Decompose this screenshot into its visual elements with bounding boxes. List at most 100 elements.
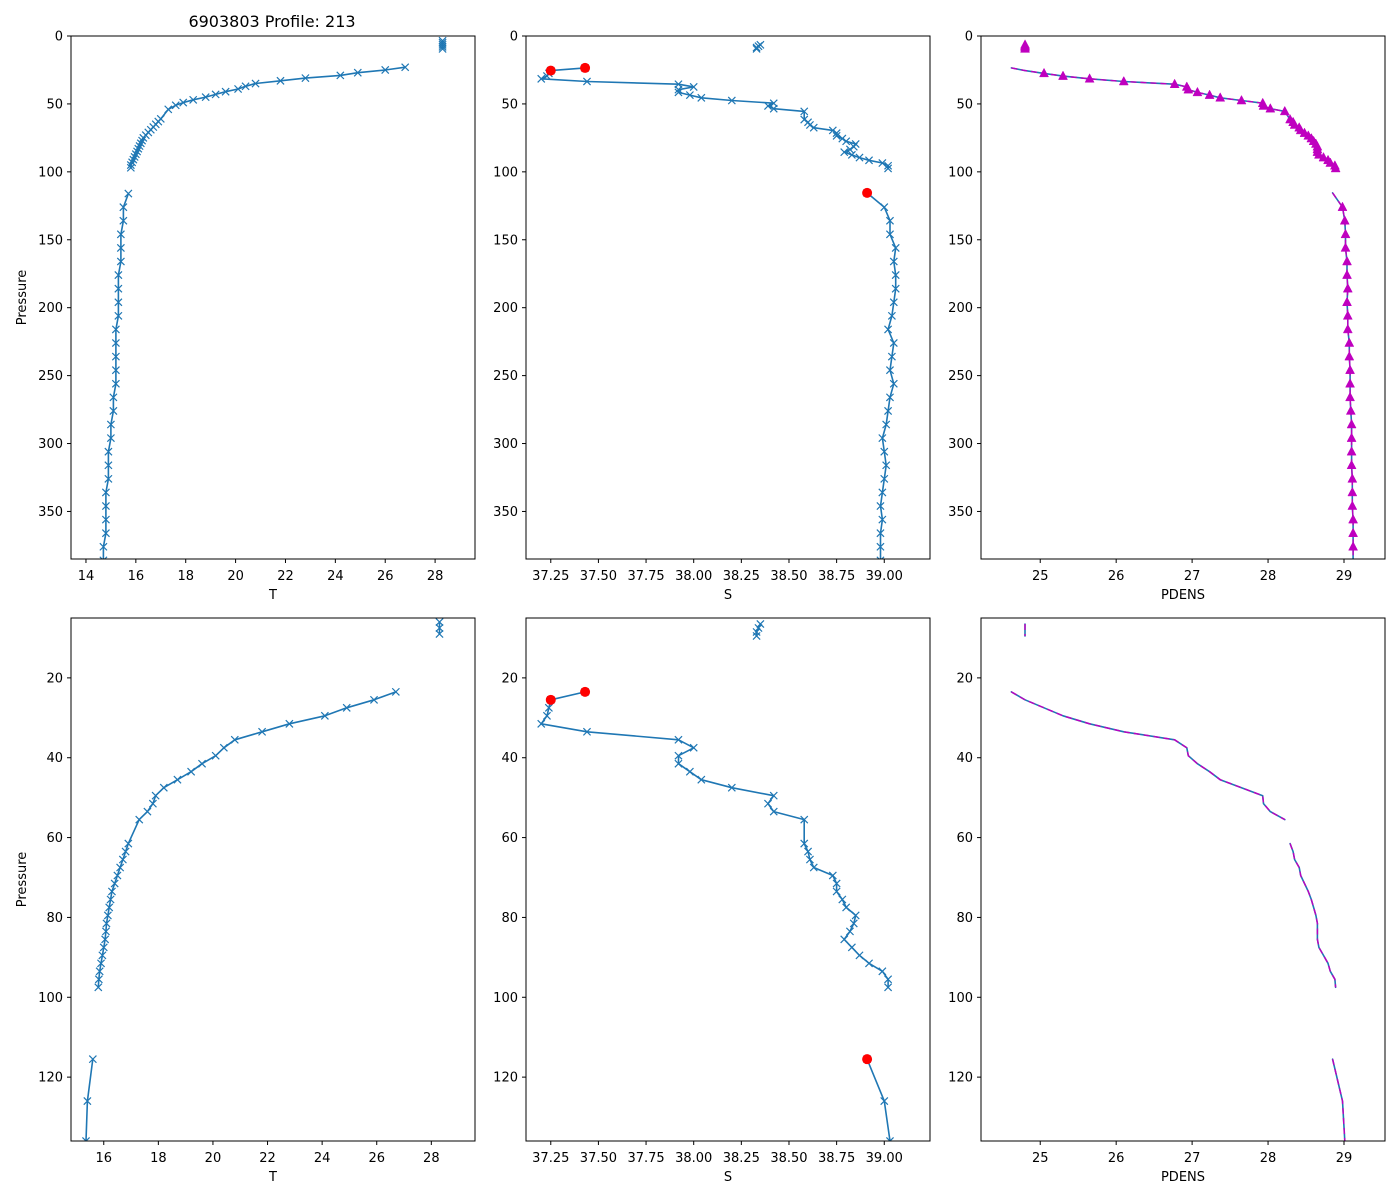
y-tick-label: 200 — [493, 301, 518, 316]
data-point-x-marker — [104, 474, 113, 483]
data-point-x-marker — [104, 461, 113, 470]
data-point-x-marker — [187, 767, 196, 776]
data-point-x-marker — [95, 967, 104, 976]
series-dashed-line-PDENS-2 — [1332, 192, 1354, 559]
y-tick-label: 100 — [493, 991, 518, 1006]
data-point-x-marker — [219, 743, 228, 752]
data-point-x-marker — [102, 919, 111, 928]
data-point-x-marker — [435, 623, 444, 633]
y-tick-label: 300 — [38, 437, 63, 452]
data-point-x-marker — [878, 967, 887, 976]
axes-frame — [70, 35, 476, 560]
x-axis-label: PDENS — [1161, 1170, 1205, 1185]
data-point-x-marker — [804, 847, 813, 856]
x-tick-label: 14 — [78, 569, 95, 584]
data-point-x-marker — [763, 101, 773, 110]
y-tick-label: 300 — [948, 437, 973, 452]
data-point-x-marker — [336, 71, 345, 80]
data-point-x-marker — [885, 1136, 895, 1141]
data-point-x-marker — [697, 775, 706, 784]
data-point-x-marker — [876, 529, 885, 538]
density-triangle-marker — [1347, 473, 1358, 483]
data-point-x-marker — [258, 727, 267, 736]
density-triangle-marker — [1346, 432, 1357, 442]
data-point-x-marker — [234, 84, 243, 94]
data-point-x-marker — [119, 216, 128, 225]
data-point-x-marker — [889, 338, 898, 348]
series-dashed-line-PDENS-1 — [1011, 691, 1286, 821]
x-tick-label: 39.00 — [866, 569, 903, 584]
data-point-x-marker — [124, 189, 133, 198]
data-point-x-marker — [99, 542, 108, 551]
density-triangle-marker — [1347, 500, 1358, 510]
data-point-x-marker — [800, 107, 809, 116]
density-triangle-marker — [1346, 418, 1357, 429]
data-point-x-marker — [885, 366, 895, 375]
data-point-x-marker — [828, 871, 837, 880]
data-point-x-marker — [855, 951, 864, 960]
data-point-x-marker — [94, 975, 103, 984]
x-tick-label: 38.00 — [675, 1151, 712, 1166]
data-point-x-marker — [889, 257, 898, 266]
data-point-x-marker — [889, 298, 898, 307]
chart-panel-S-full: 37.25 37.50 37.75 38.00 38.25 38.50 38.75 39.00… — [493, 30, 931, 603]
data-point-x-marker — [179, 98, 188, 107]
x-tick-label: 38.25 — [723, 1151, 760, 1166]
density-triangle-marker — [1342, 296, 1352, 307]
y-tick-label: 0 — [965, 30, 973, 45]
data-point-x-marker — [752, 43, 761, 52]
data-point-x-marker — [103, 911, 112, 920]
x-tick-label: 27 — [1184, 1151, 1201, 1166]
x-tick-label: 28 — [427, 569, 444, 584]
chart-panel-T-zoom: 16 18 20 22 24 26 28 20 40 60 80 100 120 T Pressure — [15, 617, 476, 1185]
data-point-x-marker — [118, 855, 127, 864]
data-point-x-marker — [201, 93, 210, 102]
data-point-x-marker — [221, 87, 230, 96]
y-tick-label: 40 — [501, 751, 518, 766]
data-point-x-marker — [143, 807, 152, 816]
density-triangle-marker — [1169, 78, 1180, 88]
y-tick-label: 200 — [38, 301, 63, 316]
x-tick-label: 29 — [1336, 1151, 1353, 1166]
data-point-x-marker — [847, 943, 856, 952]
series-line-S-1 — [540, 691, 889, 989]
density-triangle-marker — [1058, 70, 1068, 80]
density-triangle-marker — [1348, 541, 1359, 551]
flagged-point-marker — [545, 694, 556, 705]
plot-area — [1010, 39, 1359, 559]
data-point-x-marker — [885, 230, 895, 239]
flagged-point-marker — [862, 1054, 873, 1065]
data-point-x-marker — [88, 1055, 97, 1064]
data-point-x-marker — [97, 959, 106, 968]
data-point-x-marker — [101, 927, 110, 936]
data-point-x-marker — [689, 743, 698, 752]
y-tick-label: 250 — [948, 369, 973, 384]
series-line-T-1 — [97, 691, 397, 989]
density-triangle-marker — [1346, 459, 1357, 470]
data-point-x-marker — [342, 703, 351, 712]
data-point-x-marker — [832, 879, 841, 888]
density-triangle-marker — [1344, 351, 1355, 361]
data-point-x-marker — [582, 77, 592, 86]
x-tick-label: 38.50 — [770, 569, 807, 584]
data-point-x-marker — [891, 284, 900, 293]
data-point-x-marker — [114, 298, 123, 307]
data-point-x-marker — [438, 44, 447, 53]
data-point-x-marker — [381, 65, 390, 74]
data-point-x-marker — [878, 434, 887, 443]
data-point-x-marker — [114, 311, 123, 320]
data-point-x-marker — [689, 82, 698, 91]
x-tick-label: 16 — [128, 569, 145, 584]
data-point-x-marker — [135, 815, 144, 824]
density-triangle-marker — [1279, 105, 1290, 116]
data-point-x-marker — [882, 420, 891, 429]
data-point-x-marker — [842, 903, 851, 912]
density-triangle-marker — [1084, 73, 1095, 83]
data-point-x-marker — [241, 82, 250, 91]
data-point-x-marker — [126, 163, 135, 172]
density-triangle-marker — [1318, 152, 1329, 162]
y-tick-label: 100 — [948, 991, 973, 1006]
data-point-x-marker — [109, 393, 118, 402]
data-point-x-marker — [391, 687, 400, 696]
data-point-x-marker — [320, 711, 329, 720]
